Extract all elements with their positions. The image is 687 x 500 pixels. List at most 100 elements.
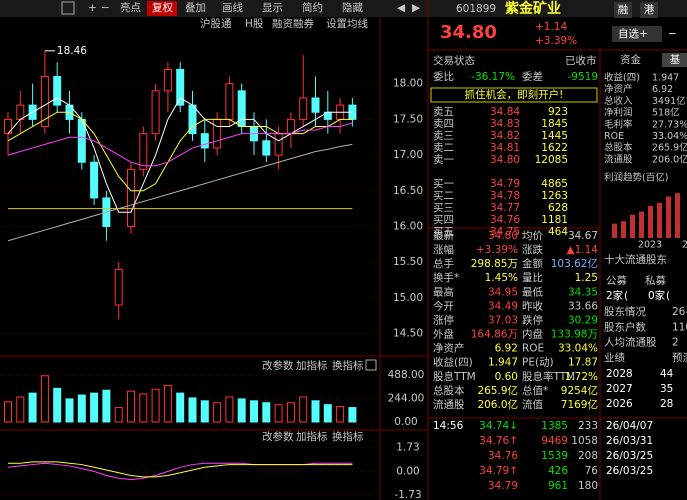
active-button-bg — [147, 1, 177, 16]
panel-button[interactable]: 加指标 — [296, 359, 328, 372]
candle-body — [262, 140, 271, 156]
label: 28 — [660, 398, 673, 410]
arrow[interactable]: ▶ — [412, 2, 421, 14]
label: 6.92 — [495, 343, 518, 355]
tab[interactable]: 公募 — [606, 274, 627, 287]
label: 26/03/31 — [606, 435, 653, 447]
arrow[interactable]: ◀ — [397, 2, 406, 14]
label: 34.79↑ — [479, 465, 518, 477]
tab[interactable]: 设置均线 — [326, 17, 368, 30]
volume-bar — [237, 398, 246, 423]
panel-button[interactable]: 换指标 — [332, 359, 364, 372]
candle-body — [151, 90, 160, 135]
candle-body — [139, 133, 148, 170]
label: 2026 — [606, 398, 633, 410]
label: 跌停 — [522, 313, 543, 326]
tab[interactable]: 基 — [670, 53, 681, 66]
volume-bar — [139, 393, 148, 423]
label: 毛利率 — [604, 118, 633, 130]
panel-button[interactable]: 改参数 — [262, 430, 294, 443]
toolbar-button[interactable]: 简约 — [302, 1, 323, 14]
promo-box[interactable] — [430, 87, 598, 103]
label: +3.39% — [535, 35, 577, 47]
toolbar-button[interactable]: 显示 — [262, 2, 283, 14]
toolbar-button[interactable]: 亮点 — [120, 1, 141, 14]
label: 内盘 — [522, 328, 543, 341]
y-tick-label: 15.00 — [393, 292, 423, 304]
label: 均价 — [522, 230, 543, 242]
panel-button[interactable]: 加指标 — [296, 430, 328, 443]
label: 34.81 — [490, 142, 520, 154]
ma-line — [7, 122, 353, 167]
label: 233 — [578, 420, 598, 432]
label: 34.76↑ — [479, 435, 518, 447]
watch-button[interactable]: 自选+ — [618, 27, 648, 40]
candle-body — [299, 97, 308, 120]
panel-button[interactable]: 改参数 — [262, 359, 294, 372]
label: 昨收 — [522, 299, 543, 312]
volume-bar — [4, 401, 12, 423]
label: +1.14 — [535, 21, 567, 33]
toolbar-button[interactable]: + — [88, 2, 97, 14]
tab[interactable]: 沪股通 — [200, 17, 232, 30]
profit-bar — [666, 196, 671, 238]
label: 2027 — [606, 383, 633, 395]
candle-body — [225, 83, 234, 120]
volume-bar — [188, 397, 197, 423]
label: PE(动) — [522, 357, 554, 369]
label: -36.17% — [471, 71, 515, 83]
y-tick-label: -1.73 — [394, 489, 421, 500]
label: 34.75 — [490, 226, 520, 238]
label: 1622 — [541, 142, 568, 154]
toolbar-button[interactable]: 画线 — [222, 1, 243, 14]
label: 164.86万 — [471, 329, 518, 341]
tag: 融 — [618, 4, 629, 16]
tab[interactable]: 私募 — [645, 274, 666, 287]
label: 34.74↓ — [479, 420, 518, 432]
label: 换手* — [433, 271, 459, 284]
label: 买二 — [433, 190, 454, 202]
volume-bar — [200, 400, 209, 423]
toolbar-button[interactable]: 叠加 — [185, 2, 206, 14]
label: 净资产 — [604, 83, 633, 95]
label: 33.66 — [568, 300, 598, 312]
toolbar-button[interactable]: 隐藏 — [342, 2, 363, 14]
toolbar-button[interactable]: − — [101, 2, 110, 14]
volume-bar — [225, 396, 234, 423]
label: 17.87 — [568, 357, 598, 369]
label: 180 — [578, 480, 598, 492]
tab[interactable]: H股 — [245, 18, 264, 30]
stock-code: 601899 — [456, 3, 496, 15]
candle-body — [163, 68, 172, 92]
button[interactable]: − — [668, 28, 677, 40]
watch-bg[interactable] — [612, 26, 662, 42]
label: 2家 — [606, 289, 624, 302]
label: 1058 — [571, 435, 598, 447]
label: 133.98万 — [551, 329, 598, 341]
candle-body — [16, 104, 25, 120]
label: 买三 — [433, 202, 454, 214]
label: 26/04/07 — [606, 420, 653, 432]
label: 14:56 — [433, 420, 464, 432]
tab[interactable]: 资金 — [620, 53, 641, 66]
stock-name: 紫金矿业 — [505, 0, 561, 17]
volume-bar — [16, 396, 25, 423]
profit-bar — [621, 221, 626, 238]
toolbar-button[interactable]: 复权 — [152, 1, 173, 14]
label: 34.78 — [490, 190, 520, 202]
label: 0.60 — [495, 371, 518, 383]
icon — [61, 1, 75, 15]
candle-body — [213, 118, 222, 149]
price: 34.80 — [440, 22, 497, 43]
volume-bar — [151, 388, 160, 423]
volume-bar — [65, 398, 74, 423]
close-box[interactable] — [365, 359, 377, 371]
panel-button[interactable]: 换指标 — [332, 430, 364, 443]
tab[interactable]: 融资融券 — [272, 17, 314, 30]
promo[interactable]: 抓住机会，即刻开户! — [465, 88, 564, 101]
candle-body — [114, 268, 123, 306]
label: 20 — [682, 240, 687, 251]
label: 卖五 — [433, 106, 454, 118]
label: 44 — [660, 368, 674, 380]
